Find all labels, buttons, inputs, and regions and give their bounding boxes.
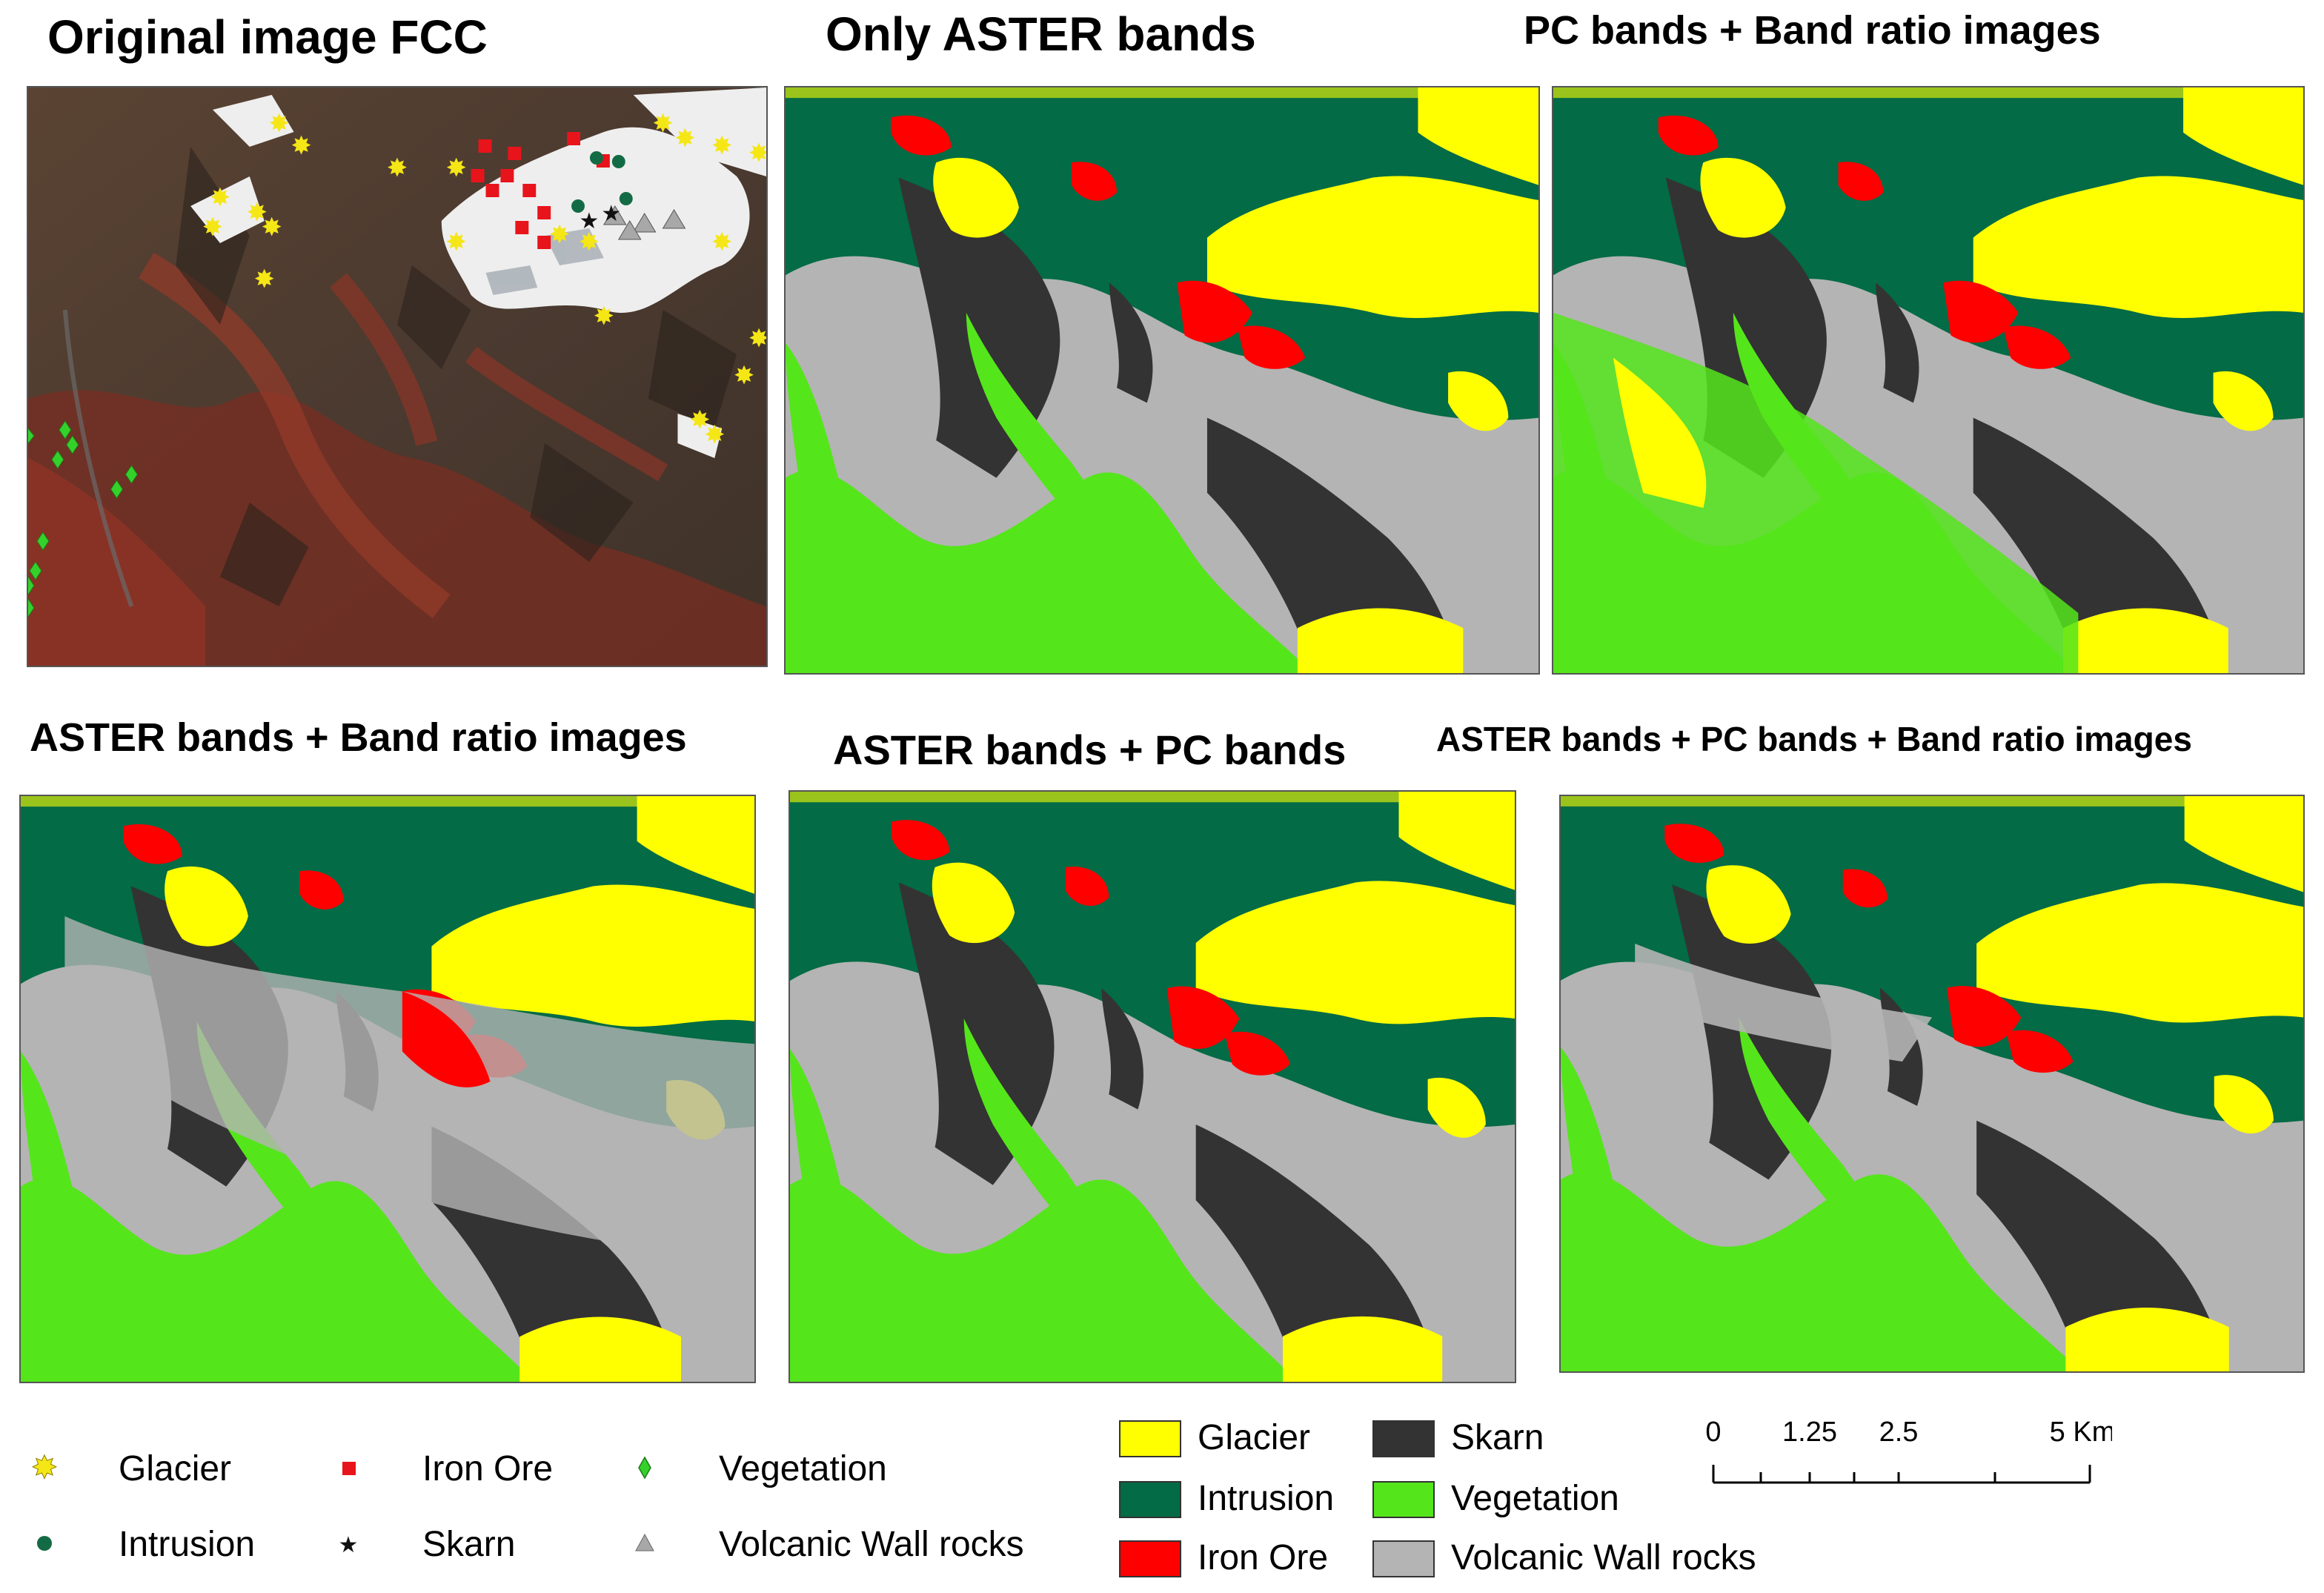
scale-bar: 0 1.25 2.5 5 Km [1697,1408,2112,1497]
triangle-icon [635,1533,654,1551]
panel-title-aster-ratio: ASTER bands + Band ratio images [30,715,687,760]
swatch-color [1119,1540,1181,1577]
svg-text:✸: ✸ [202,213,223,242]
legend-glacier-point: ✸ Glacier [22,1445,319,1490]
scale-tick-3: 5 Km [2050,1417,2112,1448]
legend-label: Glacier [119,1449,232,1488]
svg-text:✸: ✸ [704,421,725,450]
scale-bar-line [1712,1465,2091,1484]
legend-label: Intrusion [119,1525,256,1564]
svg-text:✸: ✸ [31,1449,57,1486]
swatch-skarn: Skarn [1372,1416,1624,1460]
point-legend: ✸ Glacier Iron Ore Vegetation Intrusion … [22,1431,1104,1579]
svg-text:✸: ✸ [748,325,766,354]
panel-title-pc-ratio: PC bands + Band ratio images [1524,8,2101,53]
class-legend: Glacier Skarn Intrusion Vegetation Iron … [1119,1408,1756,1586]
svg-text:✸: ✸ [445,228,466,257]
swatch-label: Intrusion [1198,1479,1335,1518]
svg-text:✸: ✸ [748,139,766,168]
swatch-vegetation: Vegetation [1372,1477,1684,1521]
panel-title-aster-pc-ratio: ASTER bands + PC bands + Band ratio imag… [1436,720,2192,758]
swatch-color [1372,1420,1435,1457]
legend-intrusion-point: Intrusion [22,1521,319,1566]
map-panel-aster-ratio [19,795,756,1383]
swatch-label: Volcanic Wall rocks [1451,1538,1756,1577]
svg-text:✸: ✸ [445,154,466,183]
legend-skarn-point: ★ Skarn [326,1521,622,1566]
swatch-color [1372,1481,1435,1518]
svg-text:✸: ✸ [247,199,268,228]
svg-text:✸: ✸ [210,184,230,213]
map-panel-pc-ratio [1552,86,2305,675]
square-icon [342,1462,356,1475]
panel-title-aster-pc: ASTER bands + PC bands [833,726,1347,773]
circle-icon [37,1536,52,1551]
map-panel-aster-pc [788,790,1516,1383]
map-panel-fcc: ✸✸✸ ✸✸✸ ✸✸✸ ✸✸✸ ✸✸✸ ✸✸✸ ✸✸✸ ✸ ★★ [27,86,768,667]
svg-text:✸: ✸ [261,213,282,242]
legend-vegetation-point: Vegetation [622,1445,993,1490]
map-panel-aster [784,86,1540,675]
swatch-label: Vegetation [1451,1479,1619,1518]
svg-text:✸: ✸ [290,132,311,161]
swatch-label: Iron Ore [1198,1538,1329,1577]
scale-tick-0: 0 [1705,1417,1721,1448]
svg-text:✸: ✸ [579,228,600,257]
legend-volcanic-point: Volcanic Wall rocks [622,1521,1097,1566]
scale-tick-1: 1.25 [1782,1417,1837,1448]
swatch-color [1119,1481,1181,1518]
panel-title-aster: Only ASTER bands [826,7,1256,61]
svg-text:✸: ✸ [711,228,732,257]
diamond-icon [638,1456,651,1480]
svg-text:★: ★ [580,208,600,234]
fcc-image: ✸✸✸ ✸✸✸ ✸✸✸ ✸✸✸ ✸✸✸ ✸✸✸ ✸✸✸ ✸ ★★ [28,87,766,666]
svg-text:✸: ✸ [652,110,673,139]
swatch-label: Skarn [1451,1418,1544,1457]
swatch-glacier: Glacier [1119,1416,1371,1460]
svg-text:✸: ✸ [674,125,695,153]
legend-label: Skarn [422,1525,516,1564]
star-icon: ★ [339,1532,359,1558]
svg-text:✸: ✸ [734,362,754,391]
svg-text:✸: ✸ [268,110,289,139]
swatch-iron-ore: Iron Ore [1119,1536,1371,1580]
svg-text:✸: ✸ [594,302,614,331]
legend-iron-ore-point: Iron Ore [326,1445,622,1490]
swatch-volcanic: Volcanic Wall rocks [1372,1536,1756,1580]
swatch-label: Glacier [1198,1418,1311,1457]
svg-text:✸: ✸ [387,154,408,183]
swatch-color [1119,1420,1181,1457]
legend-label: Vegetation [719,1449,887,1488]
panel-title-fcc: Original image FCC [47,10,488,64]
svg-text:✸: ✸ [549,221,570,250]
svg-text:✸: ✸ [711,132,732,161]
legend-label: Iron Ore [422,1449,554,1488]
svg-text:★: ★ [339,1532,359,1558]
svg-text:★: ★ [601,201,621,227]
scale-tick-2: 2.5 [1879,1417,1919,1448]
swatch-intrusion: Intrusion [1119,1477,1371,1521]
legend-label: Volcanic Wall rocks [719,1525,1024,1564]
sunburst-icon: ✸ [31,1449,58,1486]
svg-text:✸: ✸ [689,406,710,435]
svg-text:✸: ✸ [254,265,275,294]
swatch-color [1372,1540,1435,1577]
map-panel-aster-pc-ratio [1559,795,2305,1373]
